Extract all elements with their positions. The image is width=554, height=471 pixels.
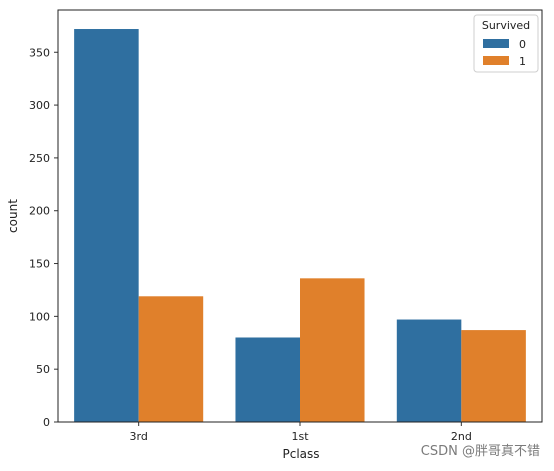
x-tick-label: 3rd xyxy=(130,430,148,443)
bar-2nd-survived-0 xyxy=(396,319,462,422)
x-tick-label: 1st xyxy=(291,430,309,443)
legend-swatch-1 xyxy=(483,56,509,65)
legend-label-1: 1 xyxy=(519,55,526,68)
axes: 3rd 1st 2nd 0 50 100 150 200 250 300 350 xyxy=(29,9,543,443)
legend-label-0: 0 xyxy=(519,38,526,51)
bar-1st-survived-0 xyxy=(235,337,300,422)
plot-frame xyxy=(57,9,543,423)
y-tick-label: 250 xyxy=(29,152,50,165)
y-tick-label: 0 xyxy=(43,416,50,429)
y-tick-label: 150 xyxy=(29,258,50,271)
legend: Survived 0 1 xyxy=(473,14,539,73)
y-axis-label: count xyxy=(6,199,20,233)
y-tick-label: 300 xyxy=(29,99,50,112)
legend-swatch-0 xyxy=(483,39,509,48)
x-tick-label: 2nd xyxy=(451,430,472,443)
y-tick-label: 200 xyxy=(29,205,50,218)
legend-title: Survived xyxy=(482,19,530,32)
bar-1st-survived-1 xyxy=(300,278,365,422)
bar-3rd-survived-0 xyxy=(74,29,139,423)
y-tick-label: 350 xyxy=(29,46,50,59)
bar-2nd-survived-1 xyxy=(461,330,526,422)
x-axis-label: Pclass xyxy=(282,447,319,461)
y-tick-label: 100 xyxy=(29,310,50,323)
y-tick-label: 50 xyxy=(36,363,50,376)
bar-3rd-survived-1 xyxy=(138,296,204,422)
plot-area xyxy=(74,29,526,423)
watermark-text: CSDN @胖哥真不错 xyxy=(421,444,540,459)
